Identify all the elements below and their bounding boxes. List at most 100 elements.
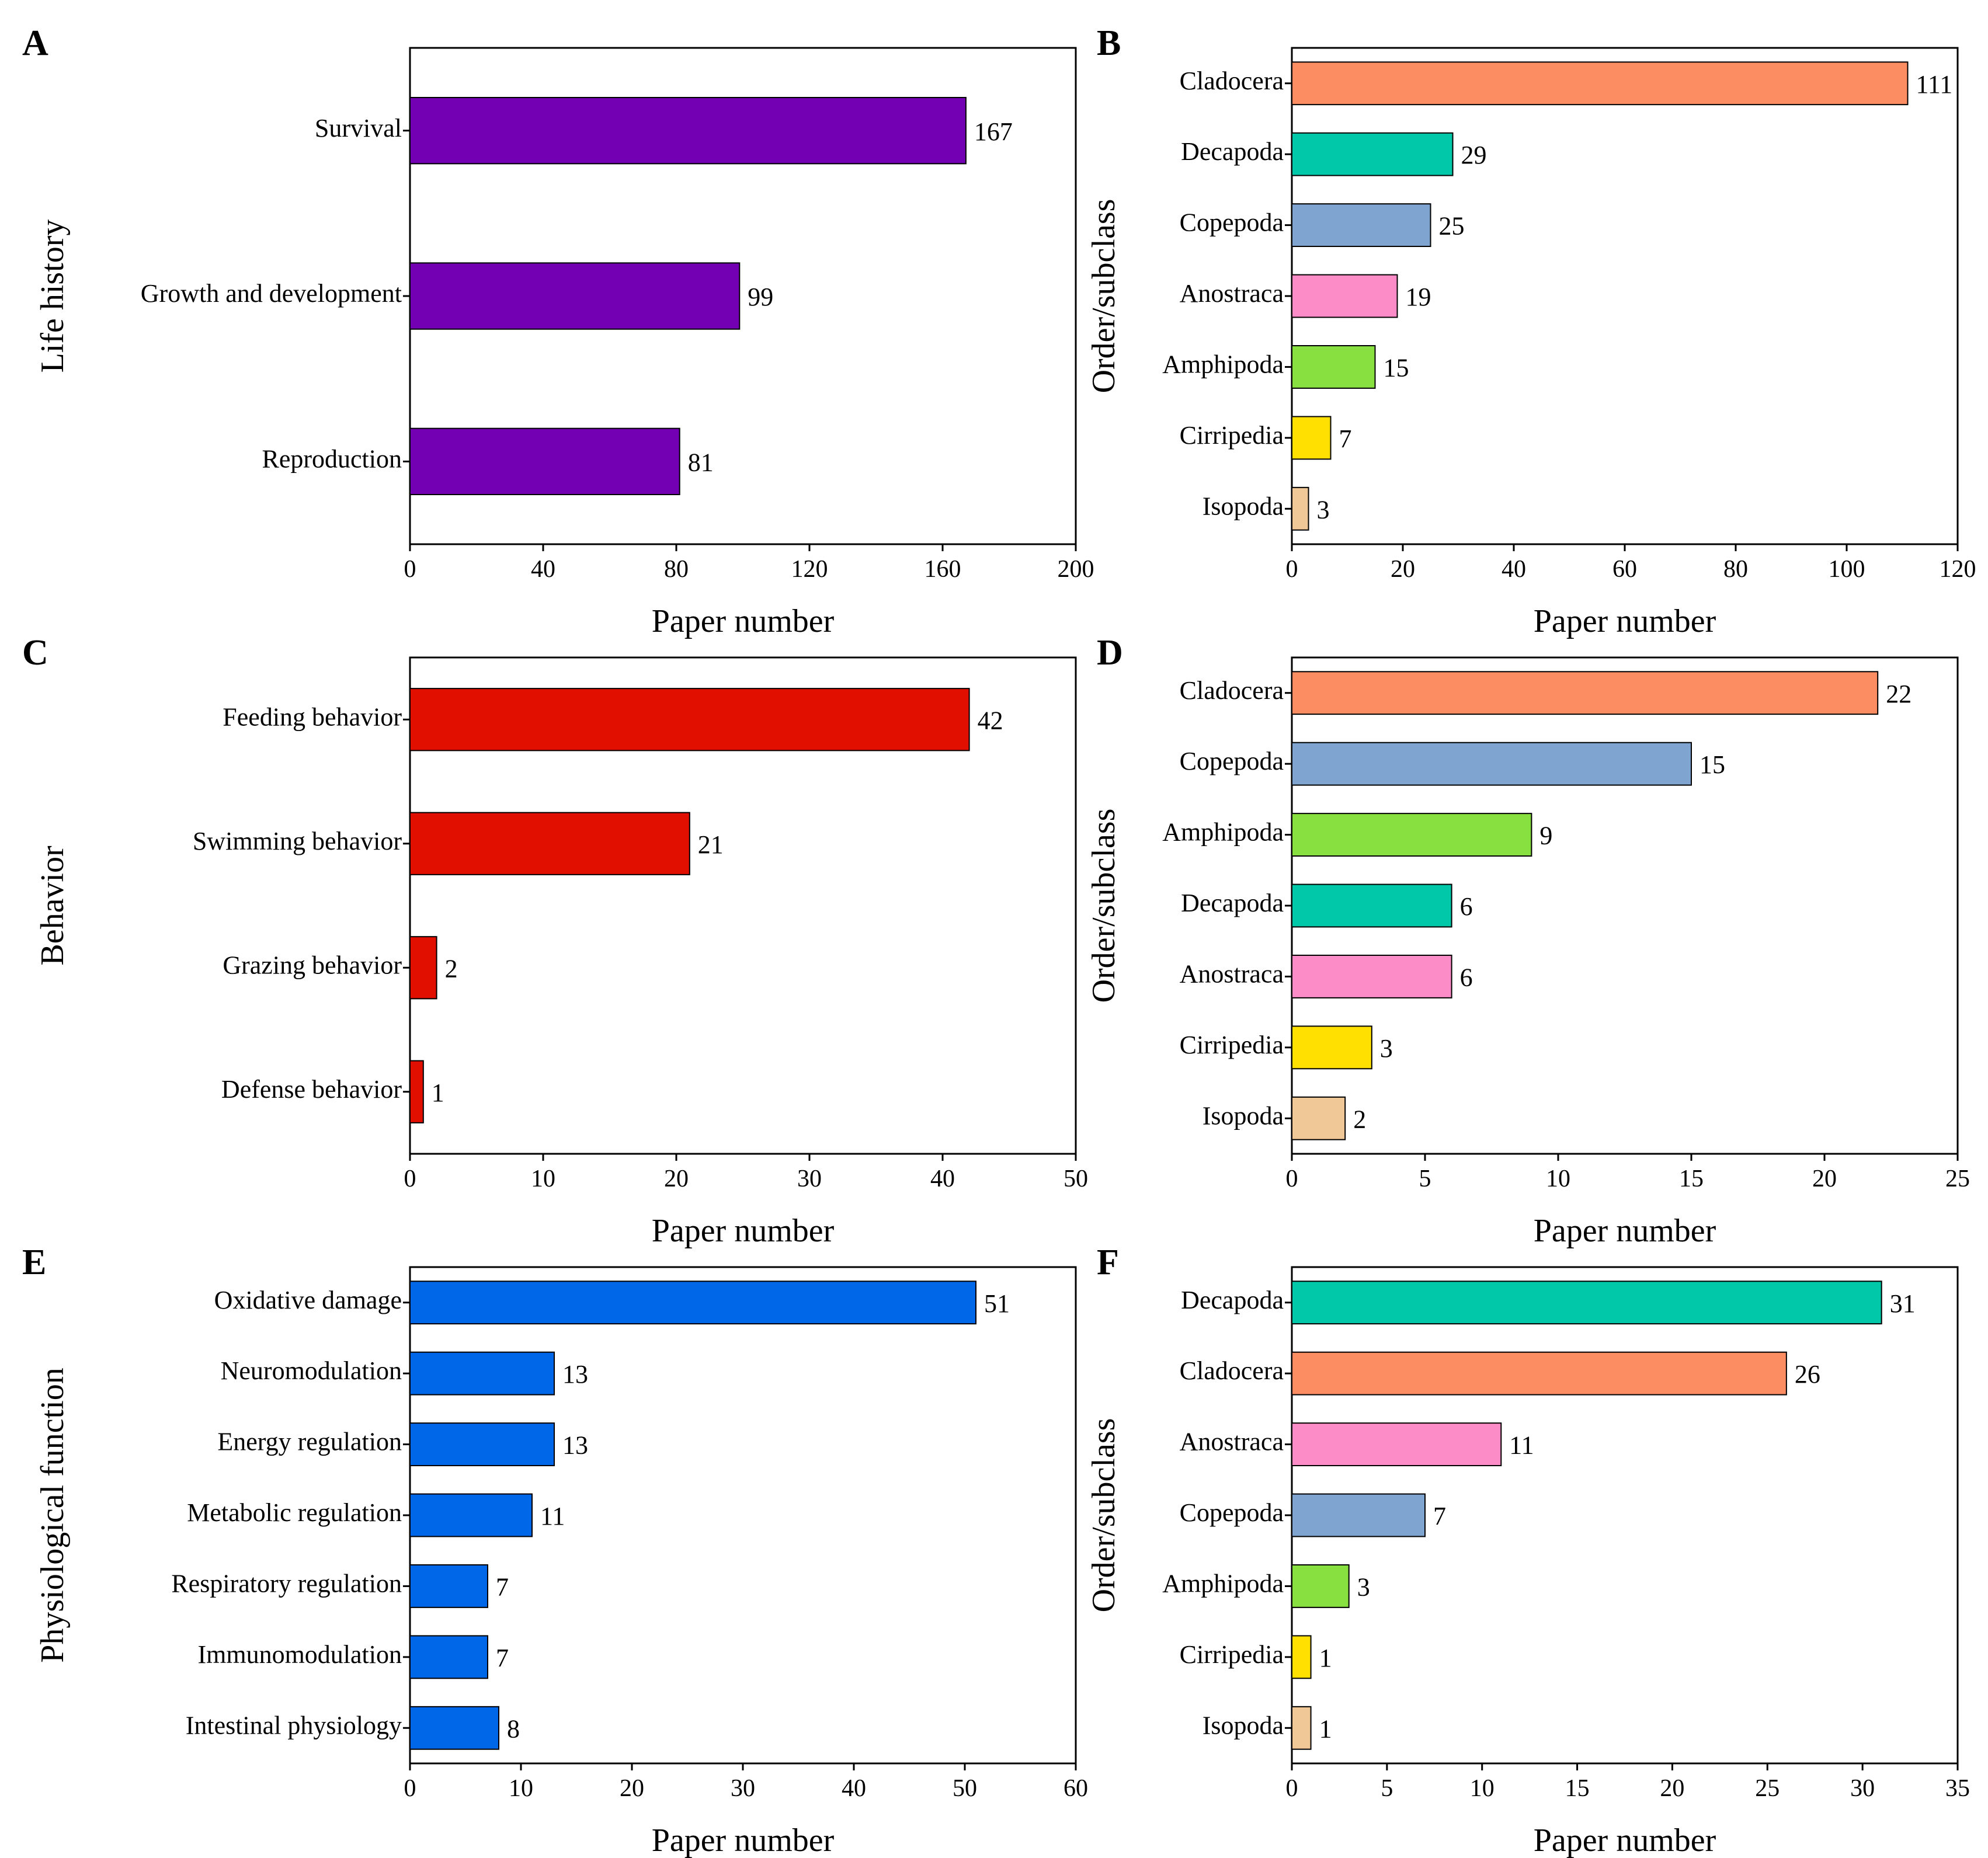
value-label: 81 (688, 448, 714, 476)
bar (1291, 1564, 1350, 1608)
panel-label: E (22, 1243, 46, 1282)
category-label: Immunomodulation (197, 1640, 402, 1669)
bar (1291, 345, 1376, 389)
x-tick-label: 30 (1850, 1775, 1875, 1802)
category-label: Copepoda (1180, 747, 1284, 775)
category-label: Energy regulation (217, 1428, 402, 1456)
value-label: 15 (1384, 354, 1409, 382)
y-axis-label: Order/subclass (1086, 1418, 1122, 1613)
value-label: 6 (1460, 963, 1473, 992)
bar (409, 262, 741, 330)
category-label: Swimming behavior (193, 827, 402, 855)
x-tick-label: 0 (404, 1165, 416, 1192)
value-label: 42 (978, 706, 1003, 735)
bar (1291, 1635, 1312, 1679)
bar (409, 1706, 499, 1750)
x-tick-label: 60 (1063, 1775, 1088, 1802)
x-tick-label: 50 (953, 1775, 977, 1802)
value-label: 7 (1339, 425, 1352, 453)
bar (409, 688, 970, 751)
category-label: Cladocera (1180, 67, 1284, 95)
value-label: 19 (1406, 283, 1431, 311)
bar (1291, 813, 1532, 857)
x-axis-label: Paper number (1534, 1822, 1716, 1858)
bar (1291, 742, 1692, 786)
bar (1291, 1281, 1882, 1325)
x-tick-label: 0 (1286, 556, 1298, 583)
x-tick-label: 0 (404, 556, 416, 583)
panel-e: E Oxidative damage 51 Neuromodulation 13 Ener… (22, 1243, 1088, 1858)
value-label: 26 (1795, 1360, 1820, 1389)
bar (409, 1564, 488, 1608)
category-label: Decapoda (1181, 1286, 1284, 1314)
panel-label: F (1097, 1243, 1119, 1282)
value-label: 13 (562, 1431, 588, 1460)
category-label: Anostraca (1180, 960, 1284, 989)
x-tick-label: 40 (930, 1165, 955, 1192)
x-tick-label: 120 (791, 556, 828, 583)
category-label: Copepoda (1180, 208, 1284, 237)
bar (1291, 274, 1398, 318)
x-tick-label: 20 (620, 1775, 644, 1802)
x-tick-label: 20 (1812, 1165, 1837, 1192)
x-tick-label: 20 (1660, 1775, 1684, 1802)
value-label: 25 (1439, 212, 1465, 241)
value-label: 3 (1380, 1034, 1393, 1063)
bar (1291, 1025, 1372, 1070)
category-label: Amphipoda (1162, 1570, 1284, 1598)
value-label: 31 (1890, 1289, 1916, 1318)
value-label: 7 (1433, 1502, 1446, 1530)
x-tick-label: 5 (1419, 1165, 1431, 1192)
x-axis-label: Paper number (652, 603, 835, 639)
x-tick-label: 40 (1502, 556, 1526, 583)
x-tick-label: 60 (1612, 556, 1637, 583)
bar (1291, 883, 1452, 928)
panel-label: C (22, 633, 48, 673)
category-label: Decapoda (1181, 889, 1284, 917)
value-label: 11 (540, 1502, 565, 1530)
bar (1291, 1422, 1502, 1466)
panel-b: B Cladocera 111 Decapoda 29 Copepoda 25 Anostra… (1086, 23, 1976, 639)
x-tick-label: 35 (1945, 1775, 1970, 1802)
plot-frame (409, 656, 1077, 1155)
value-label: 3 (1317, 495, 1330, 524)
value-label: 11 (1509, 1431, 1534, 1460)
x-tick-label: 200 (1058, 556, 1094, 583)
bar (1291, 955, 1452, 998)
bar (1291, 1096, 1346, 1140)
x-tick-label: 0 (404, 1775, 416, 1802)
panel-a: A Survival 167 Growth and development 99 Repr… (22, 23, 1094, 639)
x-tick-label: 0 (1286, 1775, 1298, 1802)
bar (409, 1422, 555, 1466)
category-label: Copepoda (1180, 1498, 1284, 1527)
value-label: 6 (1460, 892, 1473, 921)
x-tick-label: 10 (1546, 1165, 1570, 1192)
x-tick-label: 15 (1565, 1775, 1590, 1802)
category-label: Intestinal physiology (186, 1711, 402, 1739)
value-label: 3 (1357, 1573, 1370, 1602)
value-label: 2 (1353, 1105, 1366, 1133)
value-label: 111 (1916, 70, 1953, 99)
category-label: Defense behavior (221, 1075, 402, 1104)
x-tick-label: 40 (531, 556, 555, 583)
value-label: 8 (507, 1714, 520, 1743)
value-label: 1 (1319, 1714, 1332, 1743)
y-axis-label: Behavior (34, 846, 71, 966)
bar (409, 1060, 424, 1123)
x-tick-label: 30 (797, 1165, 822, 1192)
bar (409, 936, 437, 1000)
category-label: Cirripedia (1180, 1031, 1284, 1059)
panel-label: D (1097, 633, 1123, 673)
category-label: Oxidative damage (214, 1286, 402, 1314)
bar (409, 1493, 533, 1537)
x-tick-label: 15 (1679, 1165, 1704, 1192)
bar (409, 97, 967, 165)
bar (1291, 1351, 1787, 1396)
value-label: 99 (748, 283, 773, 311)
panel-label: B (1097, 23, 1121, 63)
value-label: 167 (974, 117, 1013, 146)
bar (1291, 203, 1431, 247)
x-tick-label: 40 (842, 1775, 866, 1802)
